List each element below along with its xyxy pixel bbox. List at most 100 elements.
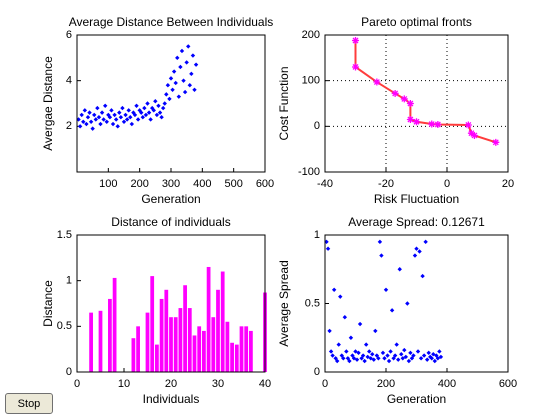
x-tick-label: 400 (438, 378, 456, 390)
point (342, 315, 348, 320)
point (90, 126, 95, 131)
bar (155, 344, 159, 372)
point (432, 358, 437, 364)
bar (183, 285, 187, 372)
bar (159, 298, 164, 372)
bar (178, 308, 183, 372)
point (151, 108, 156, 113)
point (142, 105, 147, 111)
y-axis-label: Average Spread (277, 260, 291, 347)
star-marker (413, 118, 420, 126)
x-tick-label: 300 (162, 178, 180, 190)
point (139, 110, 144, 115)
x-tick-label: 600 (256, 178, 274, 190)
point (331, 287, 337, 292)
point (405, 301, 410, 306)
star-marker (373, 78, 381, 86)
axes-background (77, 35, 265, 172)
bar (136, 326, 140, 372)
bar (187, 308, 192, 372)
point (103, 103, 108, 108)
point (181, 78, 186, 83)
point (437, 349, 442, 354)
point (99, 110, 105, 115)
bar (150, 276, 155, 372)
axes-box (76, 34, 266, 173)
point (156, 103, 161, 108)
point (418, 356, 424, 361)
point (82, 108, 88, 113)
point (429, 356, 434, 361)
point (370, 351, 375, 357)
point (438, 354, 444, 360)
point (327, 328, 332, 334)
bar (89, 312, 93, 372)
y-tick-label: 1.5 (57, 229, 72, 241)
x-tick-label: 0 (74, 378, 80, 390)
bar (192, 335, 197, 372)
subplot: 0 10 20 30 40 0 0.5 1 1.5 Distance of individuals… (41, 215, 271, 406)
point (120, 105, 125, 111)
point (192, 87, 197, 92)
x-axis-label: Individuals (143, 392, 200, 406)
point (112, 112, 117, 118)
point (325, 246, 331, 251)
bar (239, 326, 244, 372)
point (148, 117, 153, 122)
point (357, 321, 363, 327)
y-axis-label: Cost Function (277, 66, 291, 140)
point (93, 117, 98, 122)
point (160, 105, 166, 111)
stop-button[interactable]: Stop (5, 393, 53, 414)
point (132, 112, 138, 118)
point (426, 350, 431, 356)
star-marker (434, 121, 442, 129)
x-tick-label: 400 (193, 178, 211, 190)
point (351, 356, 357, 361)
point (420, 273, 425, 279)
y-tick-label: 200 (302, 29, 320, 41)
chart-title: Pareto optimal fronts (361, 15, 472, 29)
point (123, 112, 128, 118)
point (85, 115, 91, 120)
point (411, 353, 416, 358)
y-tick-label: 2 (66, 120, 72, 132)
point (385, 353, 390, 358)
bar (234, 344, 239, 372)
point (140, 115, 145, 120)
bar (225, 321, 230, 372)
x-tick-label: 0 (322, 378, 328, 390)
bar (206, 266, 211, 372)
point (189, 71, 194, 77)
y-tick-label: 0 (66, 366, 72, 378)
point (354, 357, 360, 362)
point (171, 69, 177, 74)
point (365, 354, 370, 360)
point (175, 55, 180, 61)
point (146, 110, 152, 115)
point (190, 53, 196, 58)
point (400, 356, 405, 361)
bar (173, 317, 178, 372)
point (118, 115, 124, 120)
point (431, 351, 436, 357)
y-tick-label: -100 (298, 166, 320, 178)
point (394, 342, 399, 347)
point (406, 358, 412, 364)
point (101, 117, 106, 122)
point (383, 287, 389, 292)
y-tick-label: 4 (66, 75, 72, 87)
point (178, 64, 183, 70)
bar (244, 326, 249, 372)
star-marker (352, 36, 359, 44)
point (95, 105, 100, 111)
x-tick-label: 600 (499, 378, 517, 390)
x-tick-label: 20 (165, 378, 177, 390)
point (344, 349, 349, 354)
point (135, 117, 141, 122)
subplot: -40 -20 0 20 -100 0 100 200 Pareto optimal front… (277, 15, 514, 206)
point (168, 76, 174, 81)
point (77, 124, 83, 129)
